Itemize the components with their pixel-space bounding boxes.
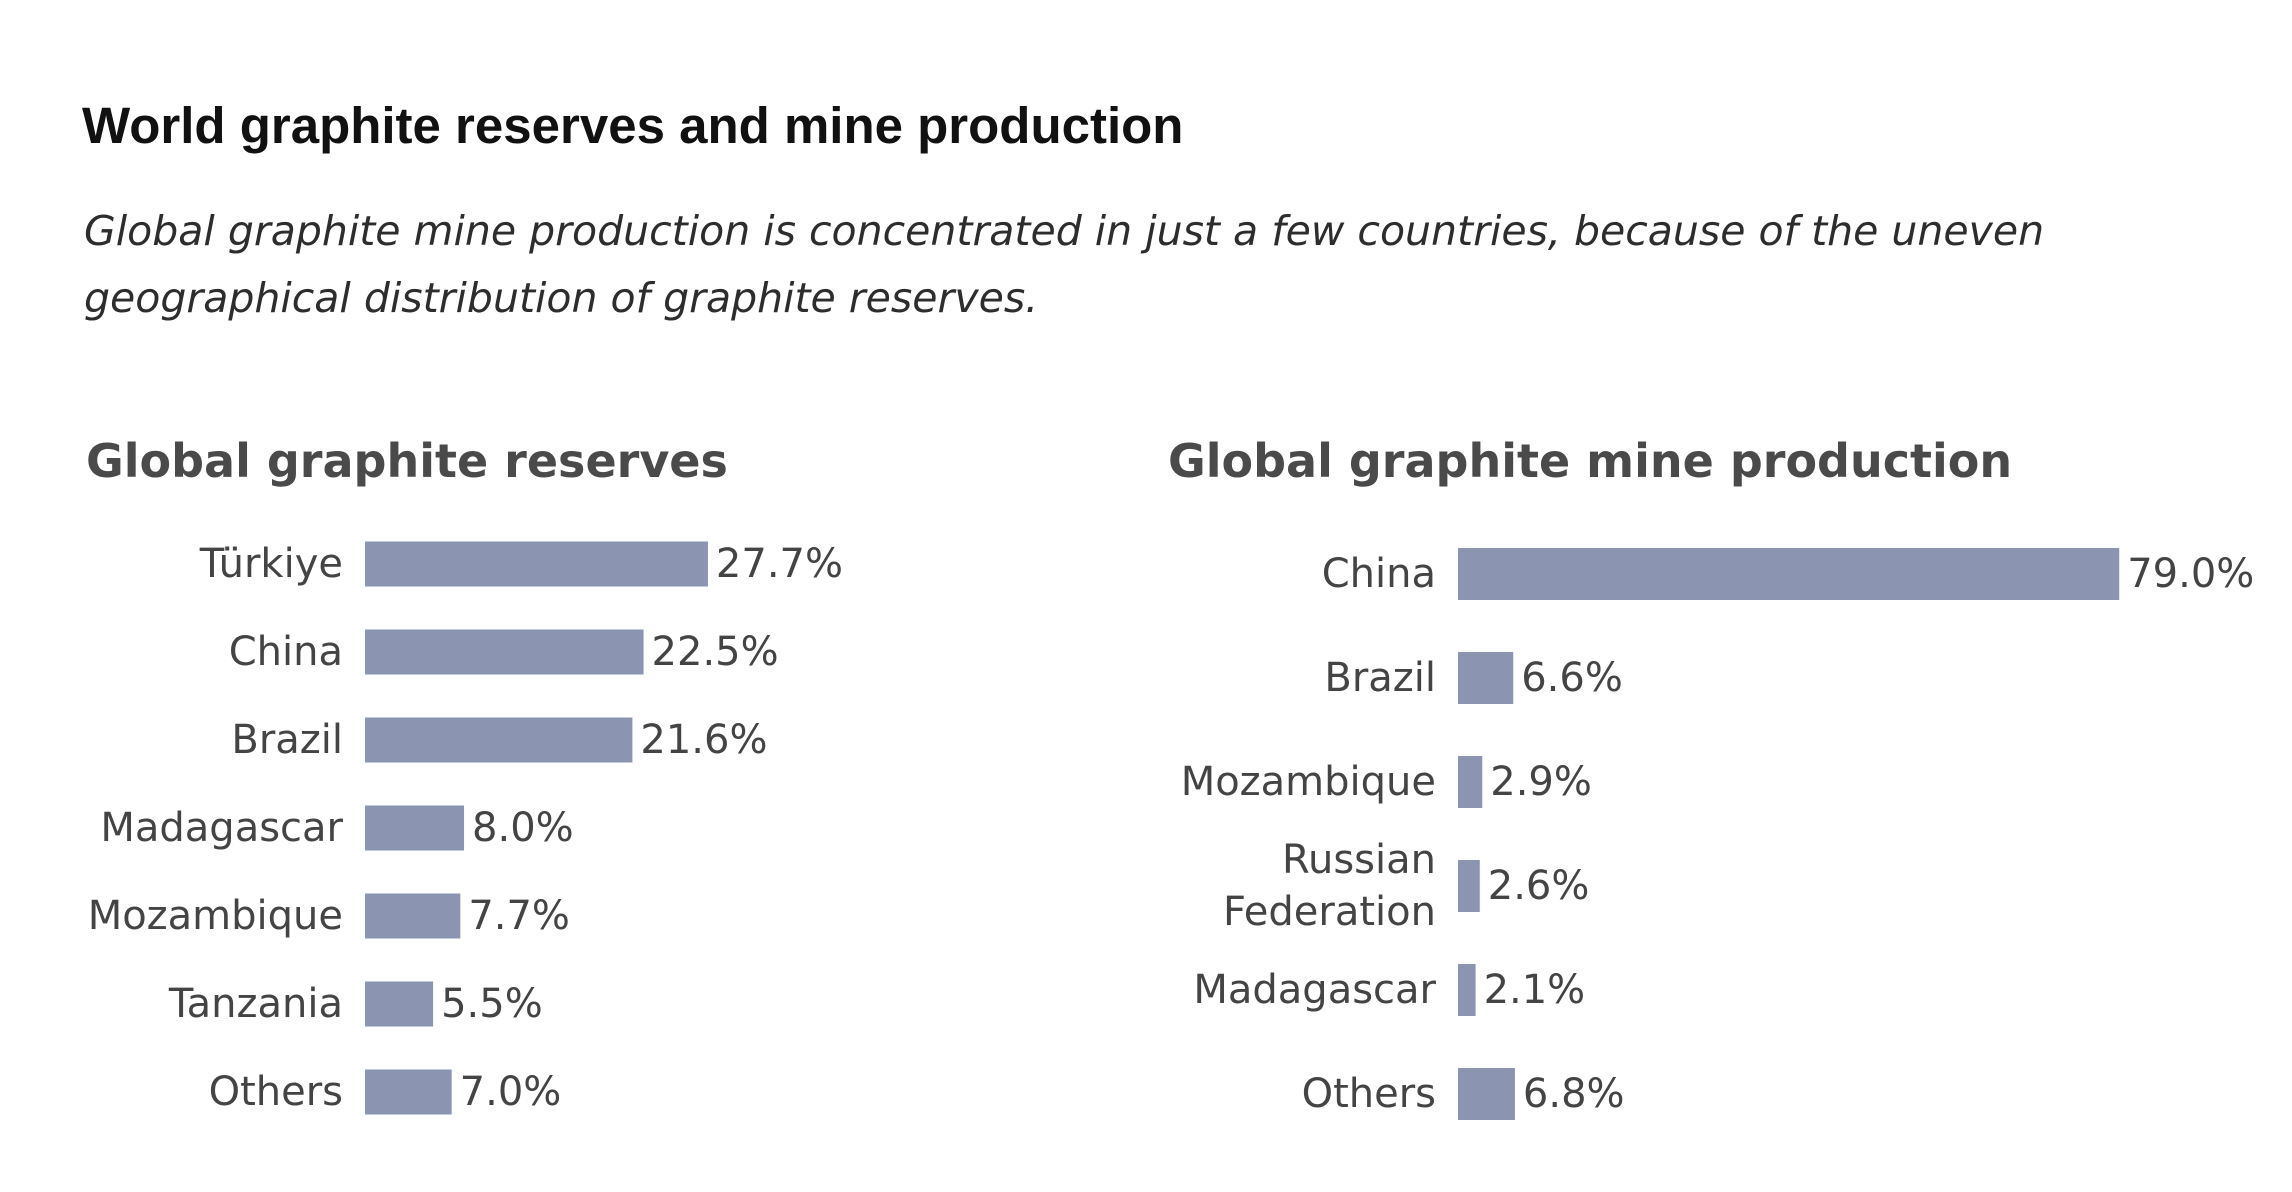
reserves-category-label-turkiye: Türkiye [199,541,343,587]
production-category-label-brazil: Brazil [1324,655,1436,701]
reserves-bar-china [365,629,644,675]
production-category-label-russian-federation: Russian Federation [1223,837,1436,935]
reserves-bar-brazil [365,717,633,763]
production-data-label-china: 79.0% [2127,551,2254,597]
reserves-category-label-mozambique: Mozambique [88,893,343,939]
production-bar-mozambique [1458,756,1483,808]
production-category-label-madagascar: Madagascar [1193,967,1436,1013]
reserves-bar-turkiye [365,541,708,587]
page-subtitle: Global graphite mine production is conce… [84,207,2045,322]
production-data-label-others: 6.8% [1523,1071,1625,1117]
production-category-label-china: China [1322,551,1436,597]
page-title: World graphite reserves and mine product… [82,97,1184,154]
reserves-category-label-china: China [229,629,343,675]
reserves-data-label-china: 22.5% [652,629,779,675]
reserves-category-label-brazil: Brazil [231,717,343,763]
production-data-label-madagascar: 2.1% [1484,967,1586,1013]
reserves-category-label-madagascar: Madagascar [100,805,343,851]
reserves-data-label-brazil: 21.6% [640,717,767,763]
reserves-bar-others [365,1069,452,1115]
production-data-label-brazil: 6.6% [1521,655,1623,701]
production-bar-madagascar [1458,964,1476,1016]
reserves-data-label-turkiye: 27.7% [716,541,843,587]
reserves-data-label-mozambique: 7.7% [468,893,570,939]
reserves-data-label-tanzania: 5.5% [441,981,543,1027]
production-bar-china [1458,548,2120,600]
production-bar-brazil [1458,652,1514,704]
reserves-data-label-madagascar: 8.0% [472,805,574,851]
reserves-bar-mozambique [365,893,461,939]
reserves-bar-madagascar [365,805,465,851]
production-data-label-russian-federation: 2.6% [1488,863,1590,909]
production-bar-russian-federation [1458,860,1480,912]
production-chart-title: Global graphite mine production [1168,434,2013,488]
production-category-label-mozambique: Mozambique [1181,759,1436,805]
reserves-category-label-others: Others [209,1069,343,1115]
reserves-bar-tanzania [365,981,434,1027]
production-data-label-mozambique: 2.9% [1490,759,1592,805]
production-category-label-others: Others [1302,1071,1436,1117]
production-bar-others [1458,1068,1515,1120]
reserves-data-label-others: 7.0% [460,1069,562,1115]
reserves-chart-title: Global graphite reserves [86,434,728,488]
reserves-category-label-tanzania: Tanzania [168,981,343,1027]
